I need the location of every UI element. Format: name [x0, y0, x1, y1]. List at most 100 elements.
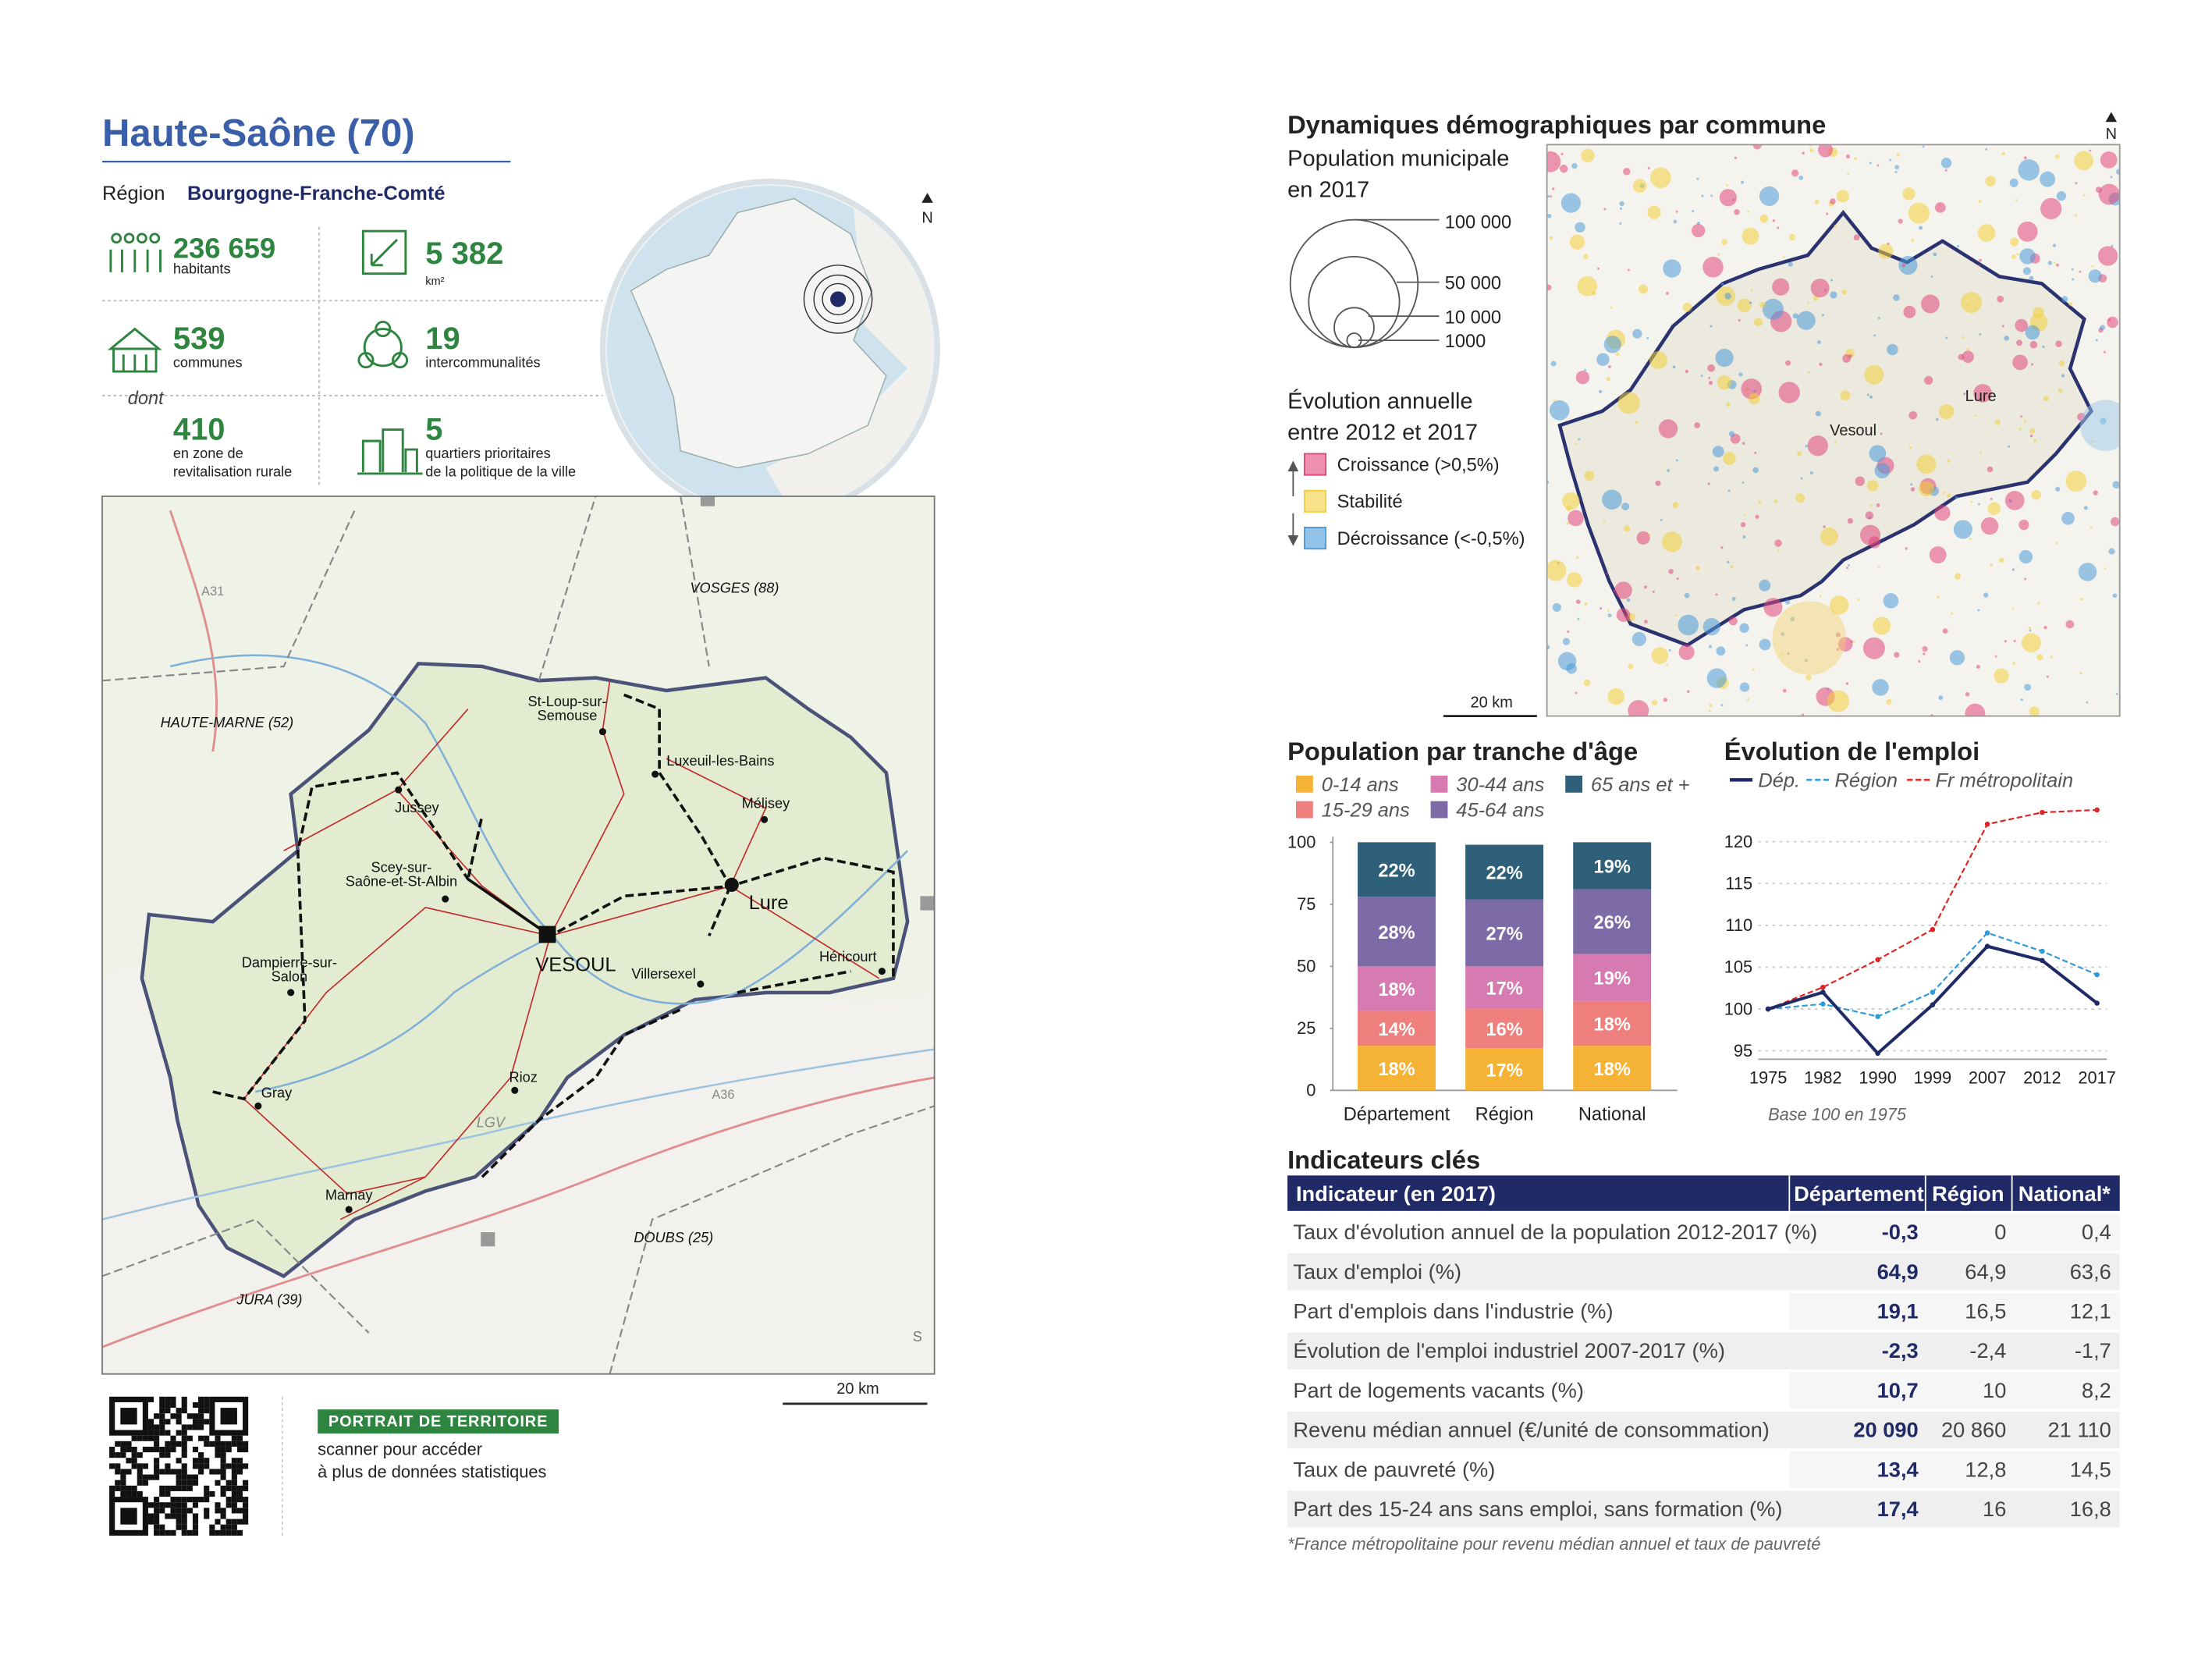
commune-dot	[1700, 375, 1703, 378]
row-bg	[1287, 1332, 2120, 1369]
qr-cell	[170, 1435, 176, 1441]
value-label: 22%	[1378, 861, 1415, 881]
y-tick-label: 115	[1725, 873, 1752, 893]
commune-dot	[2052, 243, 2057, 247]
qr-cell	[192, 1458, 199, 1464]
commune-dot	[1973, 384, 1993, 403]
commune-dot	[1924, 375, 1933, 385]
commune-dot	[1848, 353, 1852, 358]
commune-dot	[1918, 660, 1921, 663]
qr-cell	[204, 1441, 210, 1447]
stat-label: intercommunalités	[425, 355, 540, 371]
qr-code	[109, 1396, 249, 1536]
row-bg	[1789, 1451, 2120, 1488]
qr-cell	[186, 1474, 193, 1480]
table-cell: Part d'emplois dans l'industrie (%)	[1293, 1299, 1613, 1323]
commune-dot	[1883, 593, 1899, 609]
commune-dot	[1823, 525, 1826, 528]
qr-cell	[131, 1452, 137, 1458]
qr-cell	[142, 1474, 148, 1480]
commune-dot	[2091, 265, 2094, 268]
commune-dot	[1798, 176, 1804, 180]
commune-dot	[1797, 451, 1802, 456]
qr-cell	[120, 1452, 126, 1458]
commune-dot	[1560, 193, 1582, 213]
commune-dot	[1876, 503, 1880, 507]
commune-dot	[1652, 590, 1655, 593]
qr-cell	[243, 1463, 249, 1469]
commune-dot	[2071, 268, 2074, 271]
qr-cell	[170, 1469, 176, 1475]
commune-dot	[2090, 526, 2093, 529]
commune-dot	[1748, 393, 1760, 405]
qr-cell	[126, 1458, 132, 1464]
commune-dot	[1667, 469, 1671, 472]
x-tick-label: 2012	[2023, 1068, 2061, 1087]
qr-cell	[192, 1529, 199, 1536]
qr-cell	[181, 1497, 187, 1503]
x-tick-label: Département	[1344, 1105, 1450, 1125]
stat-label: km²	[425, 275, 444, 288]
class-swatch	[1303, 489, 1327, 513]
commune-dot	[1977, 609, 1980, 612]
commune-dot	[1567, 572, 1582, 588]
qr-cell	[181, 1424, 187, 1430]
commune-dot	[1610, 306, 1613, 309]
value-label: 22%	[1486, 864, 1522, 884]
qr-finder	[109, 1396, 148, 1436]
commune-dot	[1720, 282, 1724, 286]
commune-dot	[2056, 263, 2059, 267]
commune-dot	[1781, 632, 1785, 636]
commune-dot	[1575, 222, 1585, 233]
qr-cell	[231, 1435, 237, 1441]
stat-icons	[107, 229, 423, 475]
qr-cell	[204, 1435, 210, 1441]
commune-dot	[2028, 627, 2031, 630]
commune-dot	[1742, 481, 1745, 485]
qr-cell	[181, 1524, 187, 1530]
commune-dot	[1648, 534, 1651, 537]
qr-cell	[176, 1474, 182, 1480]
qr-cell	[159, 1430, 165, 1436]
legend-label: 45-64 ans	[1456, 800, 1544, 822]
commune-dot	[2058, 388, 2063, 393]
commune-dot	[1732, 198, 1735, 201]
line-point	[1930, 1002, 1936, 1007]
commune-dot	[1987, 466, 1994, 473]
commune-dot	[1755, 514, 1759, 519]
commune-dot	[1923, 652, 1926, 655]
commune-dot	[1746, 698, 1749, 701]
line-point	[2094, 807, 2100, 813]
qr-cell	[154, 1446, 160, 1453]
qr-cell	[165, 1513, 171, 1519]
qr-cell	[181, 1452, 187, 1458]
qr-finder	[209, 1396, 249, 1436]
commune-dot	[2029, 435, 2033, 438]
commune-dot	[2029, 340, 2038, 349]
qr-cell	[109, 1446, 115, 1453]
legend-swatch	[1565, 775, 1583, 793]
commune-dot	[2001, 151, 2006, 156]
qr-cell	[231, 1441, 237, 1447]
commune-dot	[1872, 679, 1889, 696]
commune-dot	[2075, 182, 2078, 185]
commune-dot	[2095, 339, 2098, 342]
commune-dot	[1979, 258, 1982, 262]
qr-cell	[220, 1474, 226, 1480]
commune-dot	[2074, 151, 2093, 171]
commune-dot	[1916, 454, 1937, 474]
scale-label: 20 km	[1471, 695, 1513, 712]
region: Bourgogne-Franche-Comté	[187, 183, 446, 204]
table-cell: Évolution de l'emploi industriel 2007-20…	[1293, 1338, 1725, 1362]
commune-dot	[2040, 171, 2056, 187]
qr-cell	[159, 1419, 165, 1425]
qr-cell	[131, 1490, 137, 1497]
commune-dot	[1919, 481, 1934, 497]
table-cell: 0,4	[2082, 1220, 2111, 1244]
qr-cell	[192, 1474, 199, 1480]
qr-cell	[204, 1458, 210, 1464]
qr-cell	[225, 1463, 232, 1469]
commune-dot	[2055, 486, 2061, 492]
qr-cell	[198, 1435, 204, 1441]
